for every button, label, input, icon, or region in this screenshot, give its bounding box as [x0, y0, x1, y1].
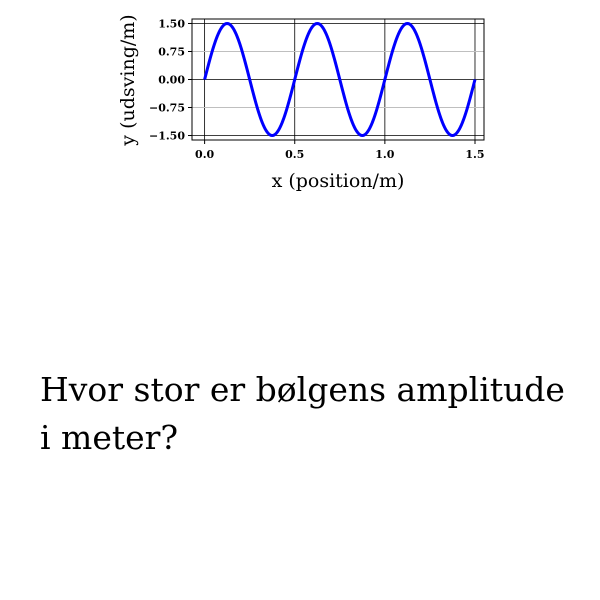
x-tick-label: 1.0 — [375, 148, 394, 161]
series-layer — [203, 21, 477, 138]
y-tick-label: 0.00 — [158, 74, 185, 87]
question-text: Hvor stor er bølgens amplitude i meter? — [40, 370, 565, 457]
x-tick-label: 1.5 — [465, 148, 484, 161]
y-axis-label: y (udsving/m) — [117, 14, 139, 146]
y-tick-label: −0.75 — [149, 102, 185, 115]
wave-chart: 0.0 0.5 1.0 1.5 1.50 0.75 0.00 −0.75 −1.50 x (po… — [0, 0, 600, 200]
x-tick-label: 0.5 — [285, 148, 304, 161]
chart-svg: 0.0 0.5 1.0 1.5 1.50 0.75 0.00 −0.75 −1.50 x (po… — [117, 14, 485, 192]
x-axis-label: x (position/m) — [272, 170, 405, 192]
wave-series-line — [203, 21, 477, 138]
ticks: 0.0 0.5 1.0 1.5 1.50 0.75 0.00 −0.75 −1.50 — [149, 17, 485, 161]
y-tick-label: 1.50 — [158, 17, 185, 30]
x-tick-label: 0.0 — [195, 148, 214, 161]
y-tick-label: 0.75 — [158, 45, 185, 58]
y-tick-label: −1.50 — [149, 130, 185, 143]
